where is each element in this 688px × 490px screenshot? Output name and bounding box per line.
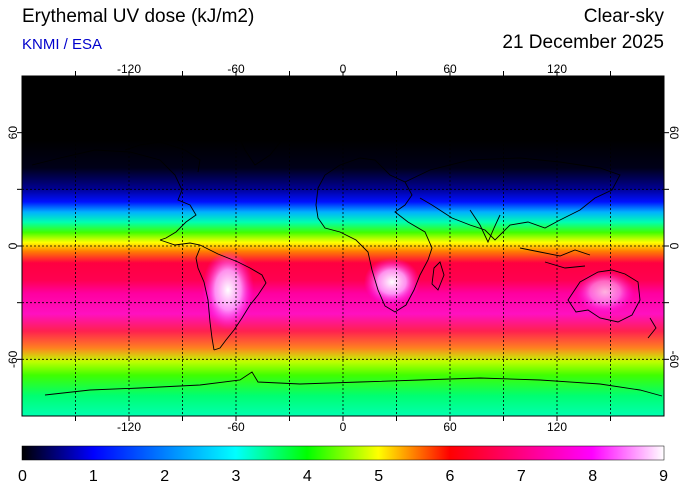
map-title: Erythemal UV dose (kJ/m2) (22, 6, 255, 27)
colorbar (21, 445, 665, 461)
top-lon-label: 0 (340, 62, 347, 76)
bottom-lon-label: -60 (227, 420, 245, 434)
left-lat-label: 0 (6, 242, 20, 249)
hotspots (31, 111, 663, 397)
colorbar-tick-label: 6 (446, 468, 455, 485)
colorbar-tick-label: 0 (18, 468, 27, 485)
hotspot-south-africa (364, 258, 420, 306)
colorbar-tick-label: 9 (659, 468, 668, 485)
top-lon-label: 60 (443, 62, 457, 76)
sky-mode-label: Clear-sky (583, 6, 664, 27)
top-lon-label: -120 (117, 62, 141, 76)
right-lat-label: -60 (667, 351, 681, 369)
bottom-lon-label: 120 (547, 420, 567, 434)
colorbar-tick-label: 7 (517, 468, 526, 485)
colorbar-tick-label: 4 (303, 468, 312, 485)
source-label: KNMI / ESA (22, 36, 103, 53)
colorbar-tick-label: 8 (588, 468, 597, 485)
right-lat-label: 0 (667, 243, 681, 250)
colorbar-tick-label: 3 (232, 468, 241, 485)
bottom-lon-label: -120 (117, 420, 141, 434)
top-lon-label: 120 (547, 62, 567, 76)
colorbar-tick-label: 2 (160, 468, 169, 485)
axis-ticks: -120 -120 -60 -60 0 0 60 60 120 120 60 60 0 0 -60 -60 (6, 62, 681, 434)
left-lat-label: -60 (6, 350, 20, 368)
coastlines (31, 111, 663, 397)
colorbar-tick-label: 5 (374, 468, 383, 485)
left-lat-label: 60 (6, 126, 20, 140)
bottom-lon-label: 0 (340, 420, 347, 434)
right-lat-label: 60 (667, 126, 681, 140)
top-lon-label: -60 (227, 62, 245, 76)
date-label: 21 December 2025 (502, 32, 664, 53)
hotspot-australia (575, 270, 635, 314)
hotspot-south-america (202, 250, 254, 330)
graticule (22, 76, 664, 416)
colorbar-labels: 0 1 2 3 4 5 6 7 8 9 (18, 468, 668, 485)
bottom-lon-label: 60 (443, 420, 457, 434)
colorbar-tick-label: 1 (89, 468, 98, 485)
